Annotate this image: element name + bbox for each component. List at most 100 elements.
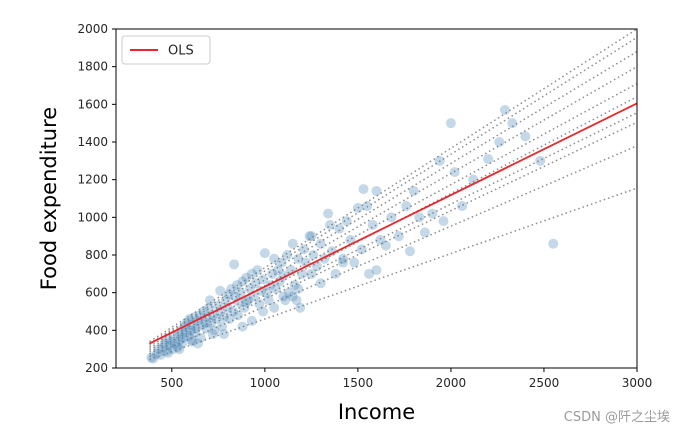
- data-point: [293, 283, 304, 294]
- data-point: [306, 231, 317, 242]
- data-point: [201, 323, 212, 334]
- data-point: [183, 330, 194, 341]
- data-point: [284, 287, 295, 298]
- data-point: [304, 231, 315, 242]
- data-point: [324, 219, 335, 230]
- data-point: [146, 352, 157, 363]
- y-tick-label: 800: [85, 248, 108, 262]
- data-point: [161, 346, 172, 357]
- data-point: [276, 257, 287, 268]
- data-point: [204, 302, 215, 313]
- data-point: [386, 212, 397, 223]
- data-point: [187, 336, 198, 347]
- data-point: [449, 167, 460, 178]
- data-point: [280, 295, 291, 306]
- data-point: [246, 315, 257, 326]
- data-point: [207, 329, 218, 340]
- data-point: [404, 246, 415, 257]
- data-point: [195, 332, 206, 343]
- data-point: [148, 353, 159, 364]
- data-point: [341, 216, 352, 227]
- data-point: [272, 265, 283, 276]
- y-axis-ticks: 200 400 600 800 1000 1200 1400 1600 1800 2000: [77, 22, 116, 375]
- y-tick-label: 600: [85, 286, 108, 300]
- data-point: [153, 344, 164, 355]
- data-point: [252, 265, 263, 276]
- data-point: [167, 344, 178, 355]
- data-point: [293, 253, 304, 264]
- x-tick-label: 2500: [529, 376, 560, 390]
- data-point: [190, 327, 201, 338]
- quantile-line-1: [149, 187, 638, 361]
- data-point: [237, 276, 248, 287]
- data-point: [224, 314, 235, 325]
- data-point: [217, 321, 228, 332]
- data-point: [244, 283, 255, 294]
- data-point: [257, 274, 268, 285]
- data-point: [356, 244, 367, 255]
- quantile-line-9: [149, 36, 638, 345]
- x-tick-label: 2000: [436, 376, 467, 390]
- y-tick-label: 200: [85, 361, 108, 375]
- data-point: [419, 227, 430, 238]
- data-point: [239, 302, 250, 313]
- data-point: [215, 285, 226, 296]
- data-point: [371, 265, 382, 276]
- data-point: [218, 312, 229, 323]
- data-point: [174, 344, 185, 355]
- data-point: [257, 306, 268, 317]
- data-point: [269, 253, 280, 264]
- legend-box: [121, 35, 211, 65]
- x-tick-label: 1000: [250, 376, 281, 390]
- y-tick-label: 1600: [77, 97, 108, 111]
- data-point: [177, 332, 188, 343]
- data-point: [289, 280, 300, 291]
- legend-label-ols: OLS: [168, 44, 194, 59]
- data-point: [507, 118, 518, 129]
- y-tick-label: 1800: [77, 60, 108, 74]
- data-point: [282, 250, 293, 260]
- data-point: [196, 319, 207, 330]
- data-point: [223, 289, 234, 300]
- y-tick-label: 2000: [77, 22, 108, 36]
- data-point: [209, 325, 220, 336]
- data-point: [177, 338, 188, 349]
- data-point: [166, 336, 177, 347]
- data-point: [278, 291, 289, 302]
- data-point: [393, 231, 404, 242]
- x-tick-label: 1500: [343, 376, 374, 390]
- data-point: [228, 306, 239, 317]
- data-point: [176, 325, 187, 336]
- data-point: [445, 118, 456, 129]
- data-point: [185, 325, 196, 336]
- y-tick-label: 400: [85, 323, 108, 337]
- data-point: [494, 137, 505, 147]
- y-tick-label: 1400: [77, 135, 108, 149]
- data-point: [434, 155, 445, 166]
- data-point: [267, 268, 278, 279]
- y-axis-title: Food expenditure: [37, 107, 61, 290]
- data-point: [159, 338, 170, 349]
- data-point: [297, 268, 308, 279]
- data-point: [535, 155, 546, 166]
- data-point: [250, 278, 261, 289]
- data-point: [246, 268, 257, 279]
- data-point: [158, 342, 169, 353]
- quantile-line-7: [149, 66, 638, 347]
- data-point: [184, 314, 195, 325]
- data-point: [380, 240, 391, 251]
- data-point: [191, 323, 202, 334]
- data-point: [261, 287, 272, 298]
- data-point: [222, 302, 233, 313]
- data-point: [457, 201, 468, 212]
- data-point: [338, 253, 349, 264]
- data-point: [401, 201, 412, 212]
- data-point: [362, 201, 373, 212]
- data-point: [311, 261, 322, 272]
- data-point: [205, 317, 216, 328]
- data-point: [181, 317, 192, 328]
- data-point: [186, 334, 197, 345]
- data-point: [269, 302, 280, 313]
- data-point: [151, 348, 162, 359]
- data-point: [334, 223, 345, 234]
